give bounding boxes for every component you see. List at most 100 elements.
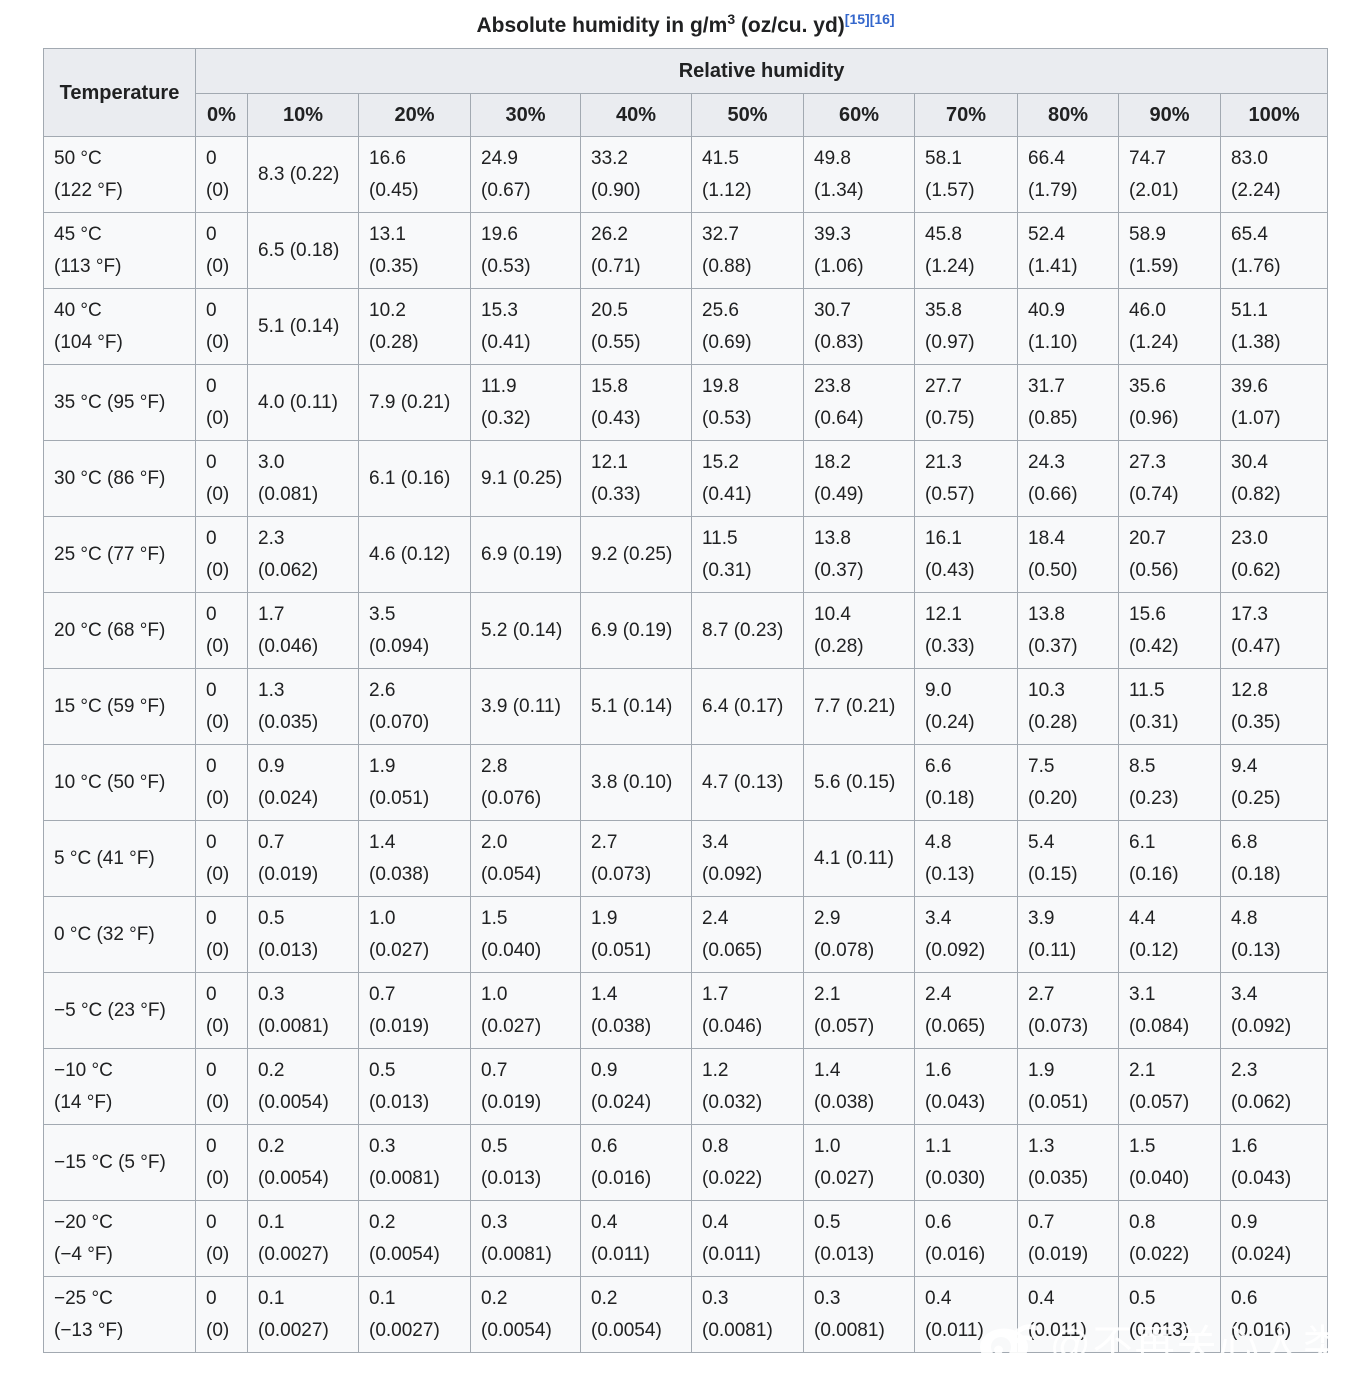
table-title: Absolute humidity in g/m3 (oz/cu. yd)[15… xyxy=(43,12,1328,48)
humidity-value-cell: 1.2 (0.032) xyxy=(691,1048,804,1125)
relative-humidity-header: Relative humidity xyxy=(194,48,1329,94)
humidity-value-cell: 0.6 (0.016) xyxy=(914,1200,1018,1277)
humidity-value-cell: 52.4 (1.41) xyxy=(1017,212,1119,289)
humidity-value-cell: 11.5 (0.31) xyxy=(691,516,804,593)
humidity-value-cell: 16.1 (0.43) xyxy=(914,516,1018,593)
temperature-cell: 15 °C (59 °F) xyxy=(43,668,196,745)
humidity-value-cell: 0.9 (0.024) xyxy=(247,744,359,821)
humidity-value-cell: 3.4 (0.092) xyxy=(1219,972,1329,1049)
humidity-value-cell: 35.6 (0.96) xyxy=(1118,364,1221,441)
column-header-100pct: 100% xyxy=(1219,93,1329,137)
humidity-value-cell: 26.2 (0.71) xyxy=(580,212,692,289)
humidity-value-cell: 7.9 (0.21) xyxy=(358,364,471,441)
humidity-value-cell: 0 (0) xyxy=(195,516,248,593)
humidity-value-cell: 0.5 (0.013) xyxy=(470,1124,581,1201)
humidity-value-cell: 0.3 (0.0081) xyxy=(691,1276,804,1353)
humidity-value-cell: 5.1 (0.14) xyxy=(580,668,692,745)
temperature-cell: −5 °C (23 °F) xyxy=(43,972,196,1049)
humidity-value-cell: 2.1 (0.057) xyxy=(1118,1048,1221,1125)
humidity-value-cell: 27.3 (0.74) xyxy=(1118,440,1221,517)
humidity-value-cell: 74.7 (2.01) xyxy=(1118,136,1221,213)
humidity-value-cell: 39.6 (1.07) xyxy=(1219,364,1329,441)
humidity-value-cell: 11.5 (0.31) xyxy=(1118,668,1221,745)
humidity-value-cell: 1.9 (0.051) xyxy=(580,896,692,973)
humidity-value-cell: 0.5 (0.013) xyxy=(247,896,359,973)
humidity-value-cell: 0 (0) xyxy=(195,364,248,441)
humidity-value-cell: 15.2 (0.41) xyxy=(691,440,804,517)
humidity-value-cell: 10.4 (0.28) xyxy=(803,592,915,669)
humidity-value-cell: 6.4 (0.17) xyxy=(691,668,804,745)
humidity-value-cell: 5.6 (0.15) xyxy=(803,744,915,821)
temperature-cell: 5 °C (41 °F) xyxy=(43,820,196,897)
temperature-cell: 30 °C (86 °F) xyxy=(43,440,196,517)
humidity-value-cell: 0.2 (0.0054) xyxy=(247,1048,359,1125)
table-row: 40 °C (104 °F) 0 (0) 5.1 (0.14) 10.2 (0.28)… xyxy=(43,288,1329,365)
humidity-value-cell: 21.3 (0.57) xyxy=(914,440,1018,517)
temperature-cell: 35 °C (95 °F) xyxy=(43,364,196,441)
humidity-value-cell: 32.7 (0.88) xyxy=(691,212,804,289)
temperature-cell: 45 °C (113 °F) xyxy=(43,212,196,289)
column-header-90pct: 90% xyxy=(1118,93,1221,137)
table-row: −20 °C (−4 °F) 0 (0) 0.1 (0.0027) 0.2 (0.00… xyxy=(43,1200,1329,1277)
humidity-value-cell: 6.9 (0.19) xyxy=(470,516,581,593)
humidity-value-cell: 2.3 (0.062) xyxy=(247,516,359,593)
header-percent-row: 0% 10% 20% 30% 40% 50% 60% 70% 80% 90% 100% xyxy=(44,93,1329,137)
humidity-value-cell: 13.1 (0.35) xyxy=(358,212,471,289)
humidity-value-cell: 0 (0) xyxy=(195,592,248,669)
humidity-value-cell: 58.9 (1.59) xyxy=(1118,212,1221,289)
humidity-value-cell: 1.7 (0.046) xyxy=(691,972,804,1049)
humidity-value-cell: 2.3 (0.062) xyxy=(1219,1048,1329,1125)
column-header-30pct: 30% xyxy=(470,93,581,137)
humidity-value-cell: 35.8 (0.97) xyxy=(914,288,1018,365)
humidity-value-cell: 20.5 (0.55) xyxy=(580,288,692,365)
table-row: 10 °C (50 °F) 0 (0) 0.9 (0.024) 1.9 (0.051)… xyxy=(43,744,1329,821)
table-row: 25 °C (77 °F) 0 (0) 2.3 (0.062) 4.6 (0.12) 6… xyxy=(43,516,1329,593)
temperature-cell: 40 °C (104 °F) xyxy=(43,288,196,365)
table-row: −25 °C (−13 °F) 0 (0) 0.1 (0.0027) 0.1 (0.0… xyxy=(43,1276,1329,1353)
humidity-value-cell: 58.1 (1.57) xyxy=(914,136,1018,213)
humidity-value-cell: 6.8 (0.18) xyxy=(1219,820,1329,897)
humidity-value-cell: 0.1 (0.0027) xyxy=(247,1200,359,1277)
humidity-value-cell: 12.1 (0.33) xyxy=(914,592,1018,669)
humidity-value-cell: 0.8 (0.022) xyxy=(691,1124,804,1201)
humidity-value-cell: 2.4 (0.065) xyxy=(691,896,804,973)
humidity-value-cell: 1.0 (0.027) xyxy=(803,1124,915,1201)
table-row: −10 °C (14 °F) 0 (0) 0.2 (0.0054) 0.5 (0.01… xyxy=(43,1048,1329,1125)
humidity-value-cell: 1.9 (0.051) xyxy=(1017,1048,1119,1125)
humidity-value-cell: 7.7 (0.21) xyxy=(803,668,915,745)
humidity-value-cell: 0.1 (0.0027) xyxy=(358,1276,471,1353)
humidity-value-cell: 0 (0) xyxy=(195,744,248,821)
humidity-value-cell: 4.8 (0.13) xyxy=(914,820,1018,897)
humidity-value-cell: 5.2 (0.14) xyxy=(470,592,581,669)
reference-link-15[interactable]: [15] xyxy=(844,11,870,27)
humidity-value-cell: 0.4 (0.011) xyxy=(1017,1276,1119,1353)
table-row: 35 °C (95 °F) 0 (0) 4.0 (0.11) 7.9 (0.21) 11… xyxy=(43,364,1329,441)
table-row: 45 °C (113 °F) 0 (0) 6.5 (0.18) 13.1 (0.35)… xyxy=(43,212,1329,289)
title-exponent: 3 xyxy=(727,11,736,27)
column-header-50pct: 50% xyxy=(691,93,804,137)
humidity-value-cell: 3.0 (0.081) xyxy=(247,440,359,517)
humidity-value-cell: 15.3 (0.41) xyxy=(470,288,581,365)
humidity-value-cell: 1.3 (0.035) xyxy=(1017,1124,1119,1201)
humidity-value-cell: 0.9 (0.024) xyxy=(580,1048,692,1125)
humidity-value-cell: 46.0 (1.24) xyxy=(1118,288,1221,365)
humidity-value-cell: 0.8 (0.022) xyxy=(1118,1200,1221,1277)
reference-link-16[interactable]: [16] xyxy=(869,11,895,27)
humidity-value-cell: 1.5 (0.040) xyxy=(470,896,581,973)
humidity-value-cell: 2.1 (0.057) xyxy=(803,972,915,1049)
column-header-80pct: 80% xyxy=(1017,93,1119,137)
humidity-value-cell: 10.2 (0.28) xyxy=(358,288,471,365)
humidity-value-cell: 2.4 (0.065) xyxy=(914,972,1018,1049)
table-row: 30 °C (86 °F) 0 (0) 3.0 (0.081) 6.1 (0.16) 9… xyxy=(43,440,1329,517)
humidity-value-cell: 33.2 (0.90) xyxy=(580,136,692,213)
humidity-value-cell: 1.1 (0.030) xyxy=(914,1124,1018,1201)
humidity-value-cell: 4.4 (0.12) xyxy=(1118,896,1221,973)
temperature-cell: 50 °C (122 °F) xyxy=(43,136,196,213)
humidity-value-cell: 0.3 (0.0081) xyxy=(247,972,359,1049)
title-text: Absolute humidity in g/m xyxy=(476,14,728,37)
humidity-value-cell: 1.4 (0.038) xyxy=(580,972,692,1049)
humidity-value-cell: 3.4 (0.092) xyxy=(691,820,804,897)
humidity-value-cell: 0.1 (0.0027) xyxy=(247,1276,359,1353)
humidity-value-cell: 18.2 (0.49) xyxy=(803,440,915,517)
